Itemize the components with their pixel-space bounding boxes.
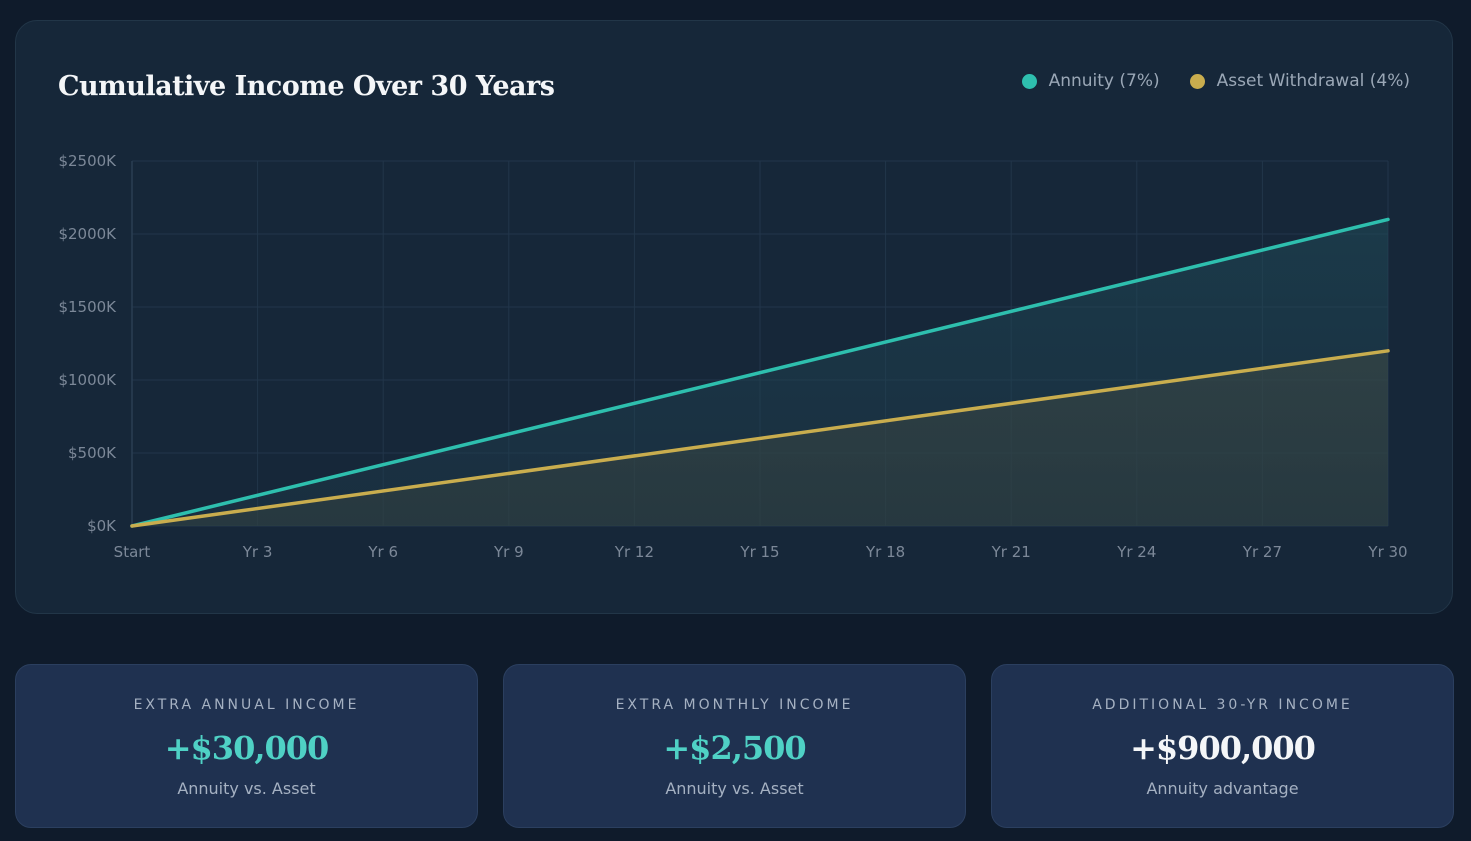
x-tick-label: Yr 15: [739, 543, 779, 561]
x-tick-label: Yr 24: [1116, 543, 1156, 561]
stat-card-30yr: ADDITIONAL 30-YR INCOME +$900,000 Annuit…: [991, 664, 1454, 828]
x-tick-label: Yr 9: [493, 543, 524, 561]
legend-dot-asset: [1189, 73, 1205, 89]
stat-card-annual: EXTRA ANNUAL INCOME +$30,000 Annuity vs.…: [15, 664, 478, 828]
x-tick-label: Yr 27: [1242, 543, 1282, 561]
y-tick-label: $2500K: [58, 152, 117, 170]
x-axis-ticks: Start Yr 3 Yr 6 Yr 9 Yr 12 Yr 15 Yr 18 Yr 21 Yr …: [114, 543, 1408, 561]
x-tick-label: Yr 12: [614, 543, 654, 561]
series-line-annuity: [130, 217, 1390, 528]
chart-title: Cumulative Income Over 30 Years: [58, 71, 555, 102]
y-tick-label: $1000K: [58, 371, 117, 389]
legend-label-annuity: Annuity (7%): [1048, 71, 1160, 91]
x-tick-label: Yr 6: [367, 543, 398, 561]
legend-item-annuity[interactable]: Annuity (7%): [1021, 71, 1160, 91]
series-line-asset: [130, 349, 1390, 528]
y-tick-label: $0K: [87, 517, 117, 535]
x-tick-label: Yr 30: [1367, 543, 1407, 561]
y-axis-ticks: $0K $500K $1000K $1500K $2000K $2500K: [58, 152, 117, 535]
stat-label-annual: EXTRA ANNUAL INCOME: [133, 697, 360, 713]
stat-value-annual: +$30,000: [164, 729, 330, 767]
y-tick-label: $500K: [68, 444, 117, 462]
stat-sub-annual: Annuity vs. Asset: [177, 779, 316, 798]
stat-label-30yr: ADDITIONAL 30-YR INCOME: [1092, 697, 1353, 713]
x-tick-label: Yr 3: [242, 543, 273, 561]
stat-label-monthly: EXTRA MONTHLY INCOME: [615, 697, 854, 713]
series-lines: [130, 217, 1390, 528]
stat-sub-30yr: Annuity advantage: [1146, 779, 1299, 798]
stat-value-30yr: +$900,000: [1130, 729, 1316, 767]
stat-card-monthly: EXTRA MONTHLY INCOME +$2,500 Annuity vs.…: [503, 664, 966, 828]
chart-legend: Annuity (7%) Asset Withdrawal (4%): [1021, 71, 1410, 91]
stat-value-monthly: +$2,500: [663, 729, 806, 767]
y-tick-label: $2000K: [58, 225, 117, 243]
x-tick-label: Start: [114, 543, 151, 561]
stat-sub-monthly: Annuity vs. Asset: [665, 779, 804, 798]
legend-item-asset[interactable]: Asset Withdrawal (4%): [1189, 71, 1410, 91]
legend-label-asset: Asset Withdrawal (4%): [1216, 71, 1410, 91]
legend-dot-annuity: [1021, 73, 1037, 89]
x-tick-label: Yr 21: [991, 543, 1031, 561]
x-tick-label: Yr 18: [865, 543, 905, 561]
y-tick-label: $1500K: [58, 298, 117, 316]
